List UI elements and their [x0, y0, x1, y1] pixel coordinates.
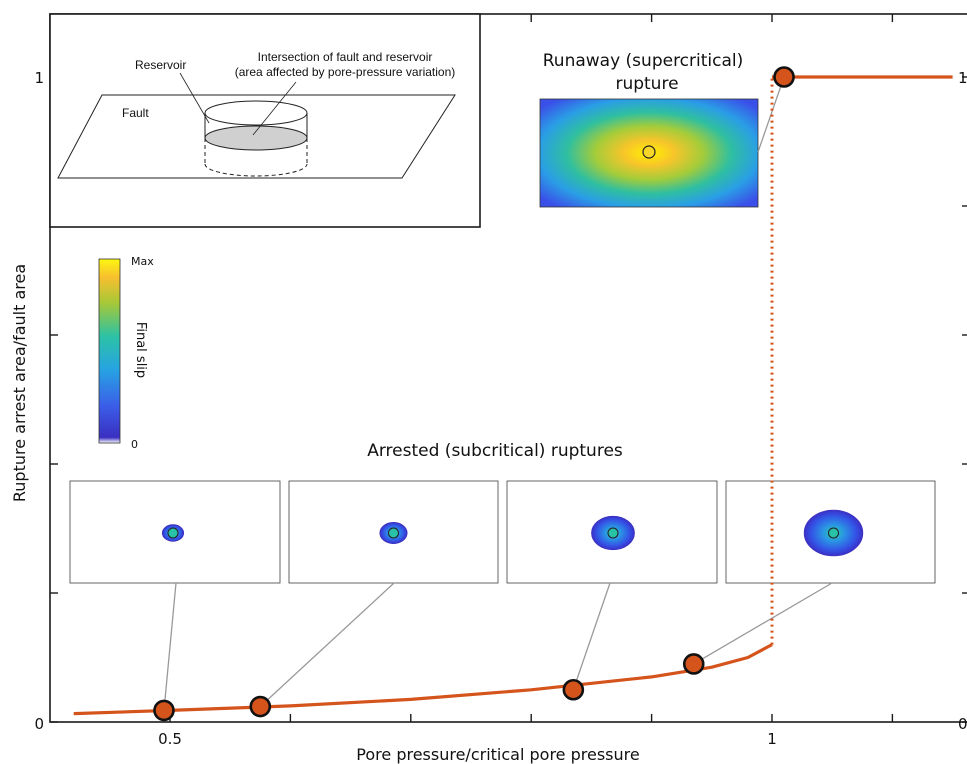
inset-schematic: Reservoir Fault Intersection of fault an… — [49, 13, 481, 228]
colorbar-scale — [98, 258, 121, 444]
intersection-leader — [252, 81, 297, 136]
arrested-map-frame-1 — [288, 480, 499, 584]
data-point-0 — [153, 699, 175, 722]
intersection-label-line2: (area affected by pore-pressure variatio… — [235, 65, 456, 79]
fault-label: Fault — [122, 106, 149, 120]
data-point-3 — [682, 653, 705, 675]
leader-line-3 — [693, 582, 833, 665]
runaway-hypocenter — [642, 145, 656, 159]
data-point-2 — [562, 678, 585, 701]
reservoir-bottom-hidden — [204, 163, 308, 177]
reservoir-label: Reservoir — [135, 58, 186, 72]
right-y-tick-label-0: 0 — [958, 715, 967, 733]
runaway-rupture-map: Runaway (supercritical) rupture — [539, 51, 759, 208]
right-y-tick-label-1: 1 — [958, 69, 967, 87]
reservoir-leader — [179, 72, 210, 124]
data-point-4 — [773, 66, 795, 88]
colorbar-max-label: Max — [131, 255, 154, 268]
arrested-hypocenter-0 — [167, 527, 179, 539]
leader-line-runaway — [757, 76, 785, 153]
leader-line-0 — [163, 582, 177, 711]
colorbar-label: Final slip — [133, 322, 148, 378]
y-tick-label-1: 1 — [34, 69, 44, 87]
y-tick-label-0: 0 — [34, 715, 44, 733]
x-axis-label: Pore pressure/critical pore pressure — [356, 745, 639, 764]
arrested-title: Arrested (subcritical) ruptures — [367, 441, 623, 461]
fault-plane — [57, 94, 456, 179]
runaway-title-line2: rupture — [615, 74, 678, 94]
leader-lines — [163, 76, 833, 711]
arrested-rupture-maps — [69, 480, 936, 584]
y-axis-label: Rupture arrest area/fault area — [10, 264, 29, 502]
data-point-1 — [249, 695, 272, 718]
leader-line-2 — [572, 582, 611, 690]
x-tick-label-1: 1 — [767, 730, 777, 748]
arrested-hypocenter-1 — [388, 527, 399, 539]
arrested-hypocenter-3 — [828, 527, 839, 539]
colorbar-min-label: 0 — [131, 438, 138, 451]
runaway-title-line1: Runaway (supercritical) — [543, 51, 744, 71]
series-arrested-curve — [73, 643, 773, 716]
reservoir-top — [204, 100, 308, 126]
reservoir-intersection — [204, 125, 308, 151]
colorbar: Max 0 Final slip — [98, 255, 154, 451]
intersection-label-line1: Intersection of fault and reservoir — [258, 50, 433, 64]
arrested-hypocenter-2 — [607, 527, 619, 539]
series-layer — [73, 75, 953, 716]
x-tick-label-0: 0.5 — [158, 730, 182, 748]
leader-line-1 — [259, 582, 395, 707]
plot-frame — [49, 13, 967, 723]
marker-layer — [153, 66, 795, 722]
